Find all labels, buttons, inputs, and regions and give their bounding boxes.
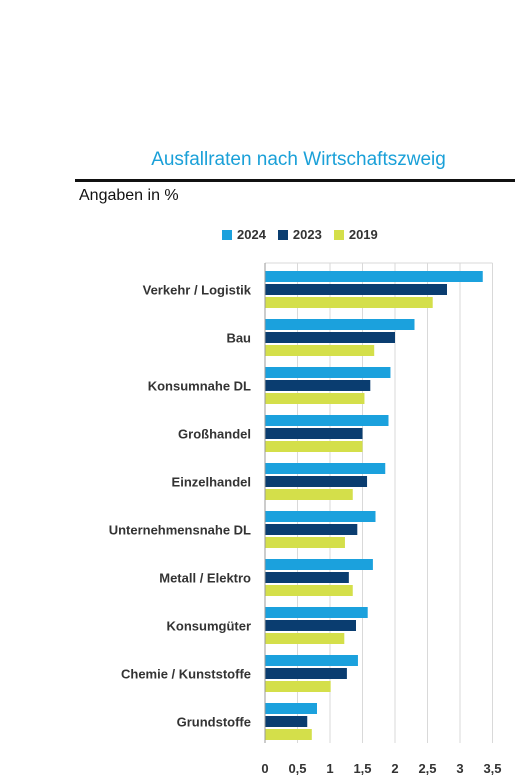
bar-2019 [265, 585, 353, 596]
bar-2023 [265, 524, 358, 535]
x-tick-label: 3 [456, 761, 463, 776]
chart-title: Ausfallraten nach Wirtschaftszweig [151, 149, 446, 170]
legend-item-2023: 2023 [277, 227, 322, 242]
bar-2023 [265, 668, 347, 679]
category-label: Unternehmensnahe DL [109, 523, 251, 538]
bar-2023 [265, 380, 371, 391]
bar-2019 [265, 489, 353, 500]
category-label: Verkehr / Logistik [143, 283, 252, 298]
bar-2023 [265, 284, 447, 295]
bar-2019 [265, 537, 345, 548]
category-label: Bau [226, 331, 251, 346]
x-tick-label: 0,5 [288, 761, 306, 776]
bar-2019 [265, 345, 375, 356]
legend-swatch-2023 [277, 229, 288, 240]
category-label: Großhandel [178, 427, 251, 442]
x-tick-label: 0 [261, 761, 268, 776]
x-tick-label: 2,5 [418, 761, 436, 776]
bar-2019 [265, 681, 331, 692]
bar-2024 [265, 463, 386, 474]
bar-2024 [265, 607, 368, 618]
bar-2024 [265, 511, 376, 522]
category-label: Metall / Elektro [159, 571, 251, 586]
bar-2023 [265, 332, 395, 343]
bar-2024 [265, 703, 317, 714]
legend-label-2023: 2023 [292, 227, 322, 242]
bar-2024 [265, 271, 483, 282]
x-tick-label: 1,5 [353, 761, 371, 776]
bar-2024 [265, 367, 391, 378]
bar-2023 [265, 476, 368, 487]
bar-2024 [265, 319, 415, 330]
x-tick-label: 2 [391, 761, 398, 776]
bar-2023 [265, 572, 349, 583]
bar-2019 [265, 633, 345, 644]
category-label: Konsumgüter [167, 619, 252, 634]
bar-2023 [265, 620, 356, 631]
legend-swatch-2019 [333, 229, 344, 240]
category-label: Konsumnahe DL [148, 379, 251, 394]
bar-2019 [265, 297, 433, 308]
bar-2024 [265, 655, 358, 666]
chart-legend: 2024 2023 2019 [222, 227, 378, 242]
legend-label-2024: 2024 [237, 227, 266, 242]
bar-2019 [265, 393, 365, 404]
legend-item-2019: 2019 [333, 227, 378, 242]
legend-label-2019: 2019 [348, 227, 378, 242]
legend-swatch-2024 [222, 229, 232, 240]
x-tick-label: 1 [326, 761, 333, 776]
bar-2019 [265, 441, 363, 452]
bar-2019 [265, 729, 312, 740]
bar-2024 [265, 415, 389, 426]
x-tick-label: 3,5 [483, 761, 501, 776]
legend-item-2024: 2024 [222, 227, 266, 242]
bar-2023 [265, 428, 363, 439]
bar-2023 [265, 716, 308, 727]
bar-2024 [265, 559, 373, 570]
category-label: Einzelhandel [172, 475, 251, 490]
category-label: Grundstoffe [177, 715, 251, 730]
chart-subtitle: Angaben in % [79, 187, 179, 204]
category-label: Chemie / Kunststoffe [121, 667, 251, 682]
title-divider [75, 179, 515, 182]
